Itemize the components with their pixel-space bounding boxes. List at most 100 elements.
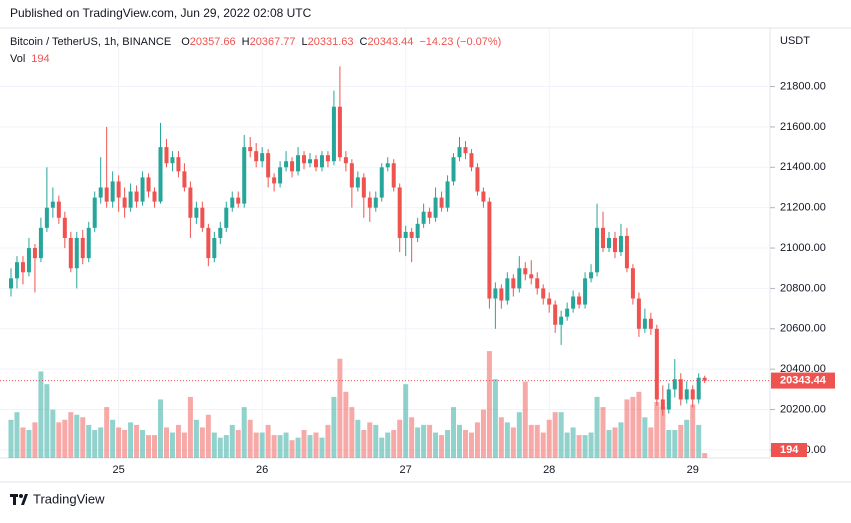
candle-body xyxy=(457,147,462,158)
volume-bar xyxy=(451,407,457,458)
volume-bar xyxy=(187,396,193,458)
candle-body xyxy=(451,157,456,182)
volume-bar xyxy=(439,435,445,458)
volume-bar xyxy=(379,437,385,458)
candle-body xyxy=(224,207,229,228)
volume-bar xyxy=(116,427,122,458)
published: Published on TradingView.com, Jun 29, 20… xyxy=(10,6,312,20)
candle-body xyxy=(62,217,67,238)
volume-bar xyxy=(325,424,331,458)
volume-bar xyxy=(391,430,397,458)
candle-body xyxy=(690,389,695,400)
candle-body xyxy=(313,159,318,168)
x-tick-label: 27 xyxy=(400,464,412,476)
volume-bar xyxy=(618,422,624,458)
currency: USDT xyxy=(780,35,810,47)
candle-body xyxy=(505,278,510,301)
candle-body xyxy=(499,288,504,301)
candle-body xyxy=(511,278,516,289)
volume-bar xyxy=(486,351,492,458)
volume-bar xyxy=(636,391,642,458)
volume-bar xyxy=(152,435,158,458)
volume-bar xyxy=(660,407,666,458)
candle-body xyxy=(660,399,665,410)
candle-body xyxy=(272,177,277,184)
candle-body xyxy=(367,197,372,208)
volume-bar xyxy=(56,422,62,458)
candle-body xyxy=(624,235,629,269)
volume-bar xyxy=(175,424,181,458)
volume-bar xyxy=(480,409,486,458)
candle-body xyxy=(595,227,600,273)
candle-body xyxy=(74,237,79,269)
candle-body xyxy=(296,155,301,172)
volume-bar xyxy=(522,381,528,458)
volume-bar xyxy=(403,384,409,458)
volume-bar xyxy=(397,419,403,458)
volume-bar xyxy=(648,427,654,458)
volume-bar xyxy=(110,419,116,458)
candle-body xyxy=(349,163,354,188)
volume-bar xyxy=(253,432,259,458)
footer: TradingView xyxy=(33,491,105,506)
volume-bar xyxy=(468,432,474,458)
candle-body xyxy=(654,328,659,400)
volume-bar xyxy=(504,422,510,458)
candle-body xyxy=(553,304,558,325)
candle-body xyxy=(361,177,366,198)
candle-body xyxy=(331,106,336,162)
volume-bar xyxy=(307,435,313,458)
candle-body xyxy=(385,163,390,168)
volume-bar xyxy=(409,417,415,458)
candle-body xyxy=(128,191,133,208)
candle-body xyxy=(44,207,49,228)
volume-bar xyxy=(74,414,80,458)
last-volume-box xyxy=(771,443,807,457)
volume-bar xyxy=(80,417,86,458)
logo-part xyxy=(21,494,28,505)
candle-body xyxy=(182,171,187,188)
volume-bar xyxy=(26,430,32,458)
candle-body xyxy=(607,237,611,249)
y-tick-label: 20600.00 xyxy=(780,323,826,335)
volume-bar xyxy=(546,419,552,458)
volume-bar xyxy=(169,432,175,458)
volume-bar xyxy=(540,432,546,458)
ohlc-value: 20331.63 xyxy=(308,36,354,48)
volume-bar xyxy=(158,399,163,458)
volume-bar xyxy=(355,419,361,458)
candle-body xyxy=(86,227,91,259)
candle-body xyxy=(32,248,37,259)
volume-bar xyxy=(552,412,558,458)
candle-body xyxy=(379,167,384,198)
volume-bar xyxy=(259,432,265,458)
volume-bar xyxy=(433,432,439,458)
candle-body xyxy=(648,318,653,329)
volume-bar xyxy=(140,430,146,458)
volume-bar xyxy=(217,437,223,458)
ohlc-value: 20367.77 xyxy=(250,36,296,48)
candle-body xyxy=(427,211,432,218)
ohlc-key: O xyxy=(181,36,190,48)
legend: Bitcoin / TetherUS, 1h, BINANCE O20357.66… xyxy=(10,36,501,48)
candle-body xyxy=(571,296,576,309)
candle-body xyxy=(242,147,247,204)
candle-body xyxy=(56,201,61,218)
volume-bar xyxy=(558,412,564,458)
candle-body xyxy=(612,237,617,253)
candle-body xyxy=(445,181,450,208)
volume-bar xyxy=(696,424,702,458)
plot xyxy=(0,28,770,458)
volume-bar xyxy=(564,432,570,458)
volume-bar xyxy=(92,430,98,458)
volume-key: Vol xyxy=(10,53,25,65)
y-tick-label: 21200.00 xyxy=(780,202,826,214)
candle-body xyxy=(535,278,540,289)
volume-bar xyxy=(678,424,684,458)
candle-body xyxy=(319,155,324,168)
volume-bar xyxy=(474,422,480,458)
ohlc-key: H xyxy=(242,36,250,48)
volume-bar xyxy=(289,440,295,458)
last-price-box xyxy=(771,372,835,389)
volume-bar xyxy=(672,430,678,458)
